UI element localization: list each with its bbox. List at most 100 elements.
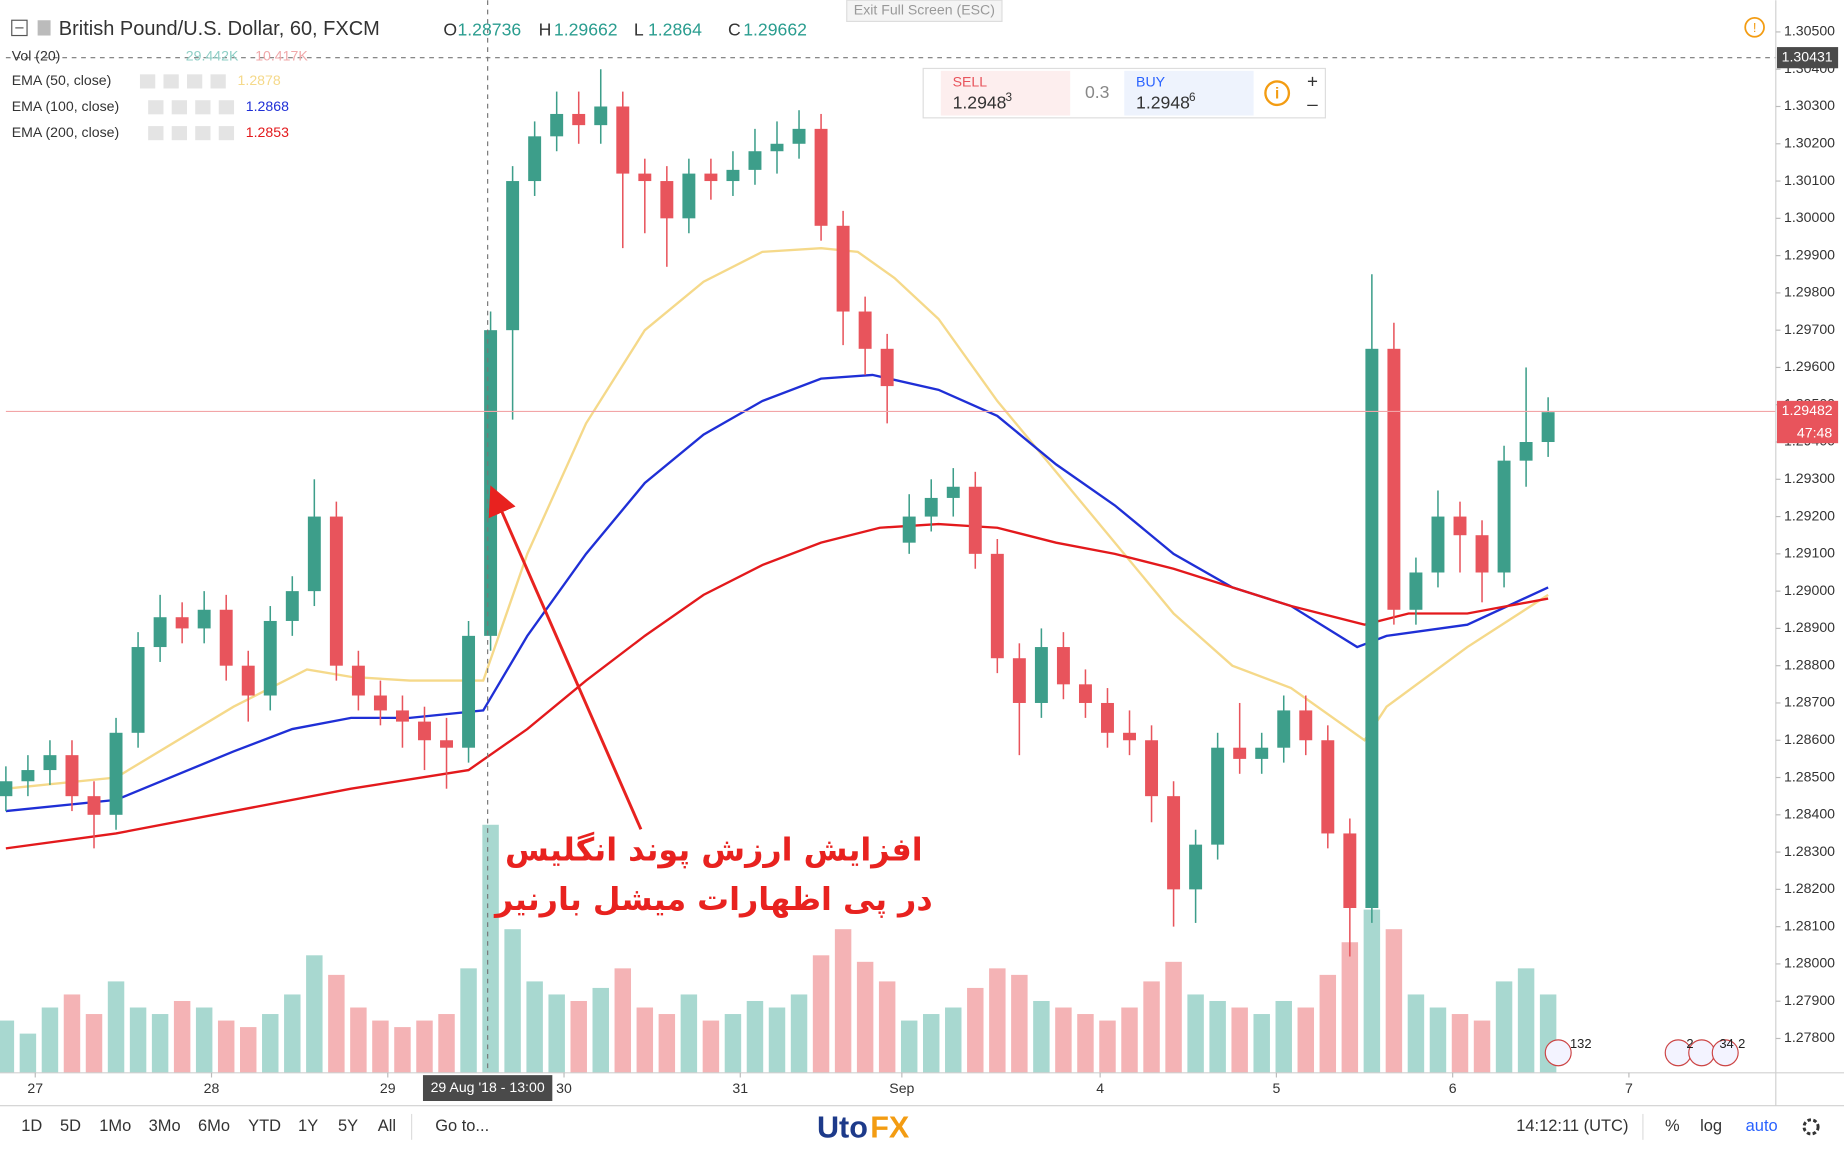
- volume-bar: [416, 1020, 433, 1073]
- goto-button[interactable]: Go to...: [435, 1117, 489, 1135]
- y-tick-label: 1.30000: [1784, 209, 1835, 225]
- indicator-control[interactable]: [171, 126, 187, 141]
- last-price-countdown: 47:48: [1797, 425, 1832, 441]
- indicator-control[interactable]: [195, 100, 211, 115]
- sell-button[interactable]: [940, 70, 1071, 116]
- volume-bar: [195, 1007, 213, 1073]
- range-button[interactable]: All: [378, 1117, 396, 1135]
- collapse-icon[interactable]: [11, 19, 28, 37]
- buy-button[interactable]: [1124, 70, 1254, 116]
- indicator-control[interactable]: [195, 126, 211, 141]
- volume-bar: [1319, 974, 1337, 1073]
- buy-price[interactable]: 1.2948: [1136, 92, 1190, 112]
- indicator-control[interactable]: [218, 100, 235, 115]
- volume-bar: [328, 974, 345, 1073]
- chart-title: British Pound/U.S. Dollar, 60, FXCM: [59, 18, 380, 40]
- volume-bar: [107, 981, 125, 1073]
- candle-body: [418, 721, 431, 741]
- volume-bar: [856, 961, 874, 1073]
- y-tick-label: 1.28000: [1784, 955, 1835, 971]
- buy-pip[interactable]: 6: [1189, 91, 1196, 104]
- indicator-control[interactable]: [218, 126, 235, 141]
- volume-bar: [834, 929, 852, 1073]
- candle-body: [65, 755, 79, 797]
- indicator-name: EMA (200, close): [12, 124, 119, 140]
- ohlc-label: L: [634, 19, 644, 39]
- volume-bar: [680, 994, 698, 1073]
- last-price-box: [1776, 400, 1839, 444]
- candle-body: [1409, 572, 1423, 610]
- alert-icon[interactable]: [1744, 17, 1765, 38]
- ohlc-label: O: [443, 19, 457, 39]
- range-button[interactable]: 5D: [60, 1117, 81, 1135]
- range-button[interactable]: 1D: [21, 1117, 42, 1135]
- volume-bar: [1275, 1000, 1292, 1073]
- volume-bar: [922, 1014, 940, 1073]
- y-tick-label: 1.29100: [1784, 545, 1835, 561]
- indicator-control[interactable]: [139, 74, 156, 89]
- volume-bar: [812, 955, 830, 1073]
- indicator-control[interactable]: [148, 100, 164, 115]
- candle-body: [373, 695, 387, 711]
- y-tick-label: 1.28800: [1784, 656, 1835, 672]
- candle-body: [660, 181, 674, 219]
- settings-icon[interactable]: [1802, 1118, 1820, 1136]
- zoom-in[interactable]: +: [1307, 71, 1318, 92]
- range-button[interactable]: 6Mo: [198, 1117, 230, 1135]
- indicator-control[interactable]: [186, 74, 203, 89]
- range-button[interactable]: YTD: [248, 1117, 281, 1135]
- volume-bar: [989, 968, 1006, 1073]
- volume-bar: [945, 1007, 962, 1073]
- exit-fullscreen-text[interactable]: Exit Full Screen (ESC): [854, 2, 995, 18]
- candle-body: [616, 106, 630, 174]
- candle-body: [1255, 747, 1269, 759]
- indicator-control[interactable]: [148, 126, 164, 141]
- volume-bar: [1055, 1007, 1072, 1073]
- sell-label[interactable]: SELL: [953, 73, 988, 89]
- candle-body: [153, 617, 167, 648]
- info-icon[interactable]: [1264, 80, 1291, 107]
- sell-pip[interactable]: 3: [1005, 91, 1012, 104]
- candle-body: [1387, 348, 1401, 610]
- y-tick-label: 1.28300: [1784, 843, 1835, 859]
- indicator-control[interactable]: [171, 100, 187, 115]
- candle-body: [1453, 516, 1467, 536]
- clock: 14:12:11 (UTC): [1516, 1117, 1628, 1135]
- range-button[interactable]: 5Y: [338, 1117, 358, 1135]
- volume-bar: [1517, 968, 1535, 1073]
- scale-option[interactable]: %: [1665, 1117, 1680, 1135]
- scale-option[interactable]: log: [1700, 1117, 1722, 1135]
- zoom-out[interactable]: –: [1307, 93, 1318, 114]
- range-button[interactable]: 1Y: [298, 1117, 318, 1135]
- candle-body: [1541, 412, 1555, 443]
- volume-bar: [1011, 974, 1028, 1073]
- candle-body: [109, 732, 123, 815]
- exit-fullscreen-button[interactable]: [846, 0, 1003, 23]
- candle-body: [726, 169, 740, 182]
- y-tick-label: 1.30100: [1784, 172, 1835, 188]
- candle-body: [175, 617, 189, 629]
- volume-bar: [1231, 1007, 1248, 1073]
- scale-option[interactable]: auto: [1746, 1117, 1778, 1135]
- indicator-control[interactable]: [210, 74, 226, 89]
- volume-bar: [1143, 981, 1160, 1073]
- range-button[interactable]: 3Mo: [149, 1117, 181, 1135]
- volume-bar: [1209, 1000, 1226, 1073]
- candle-body: [506, 181, 520, 331]
- indicator-control[interactable]: [163, 74, 179, 89]
- volume-bar: [0, 1020, 15, 1073]
- candle-body: [704, 173, 718, 182]
- crosshair-time-box: [422, 1075, 553, 1102]
- ohlc-value: 1.29662: [743, 19, 807, 39]
- event-flag[interactable]: [1711, 1039, 1739, 1067]
- candle-body: [1431, 516, 1445, 573]
- volume-bar: [460, 968, 477, 1073]
- buy-label[interactable]: BUY: [1136, 73, 1166, 89]
- candle-body: [1497, 460, 1511, 573]
- sell-price[interactable]: 1.2948: [953, 92, 1007, 112]
- volume-bar: [614, 968, 632, 1073]
- candle-body: [241, 665, 255, 696]
- range-button[interactable]: 1Mo: [99, 1117, 131, 1135]
- event-flag[interactable]: [1544, 1039, 1572, 1067]
